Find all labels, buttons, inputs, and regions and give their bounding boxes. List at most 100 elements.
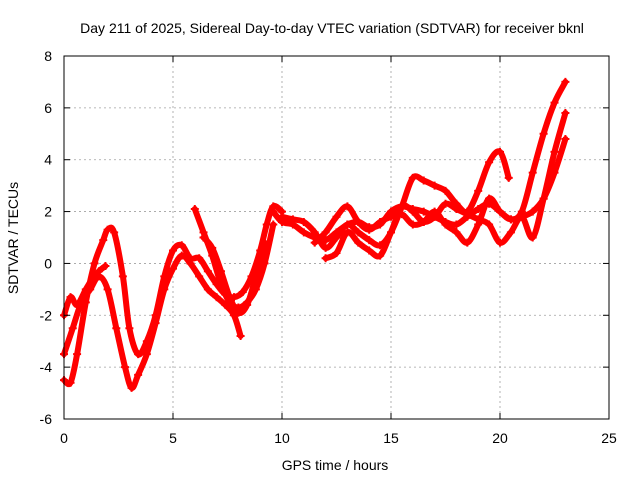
data-point-marker [528,168,537,177]
data-point-marker [234,308,243,317]
data-point-marker [169,264,177,273]
data-point-marker [387,228,395,237]
data-point-marker [225,293,234,302]
data-point-marker [238,287,247,296]
data-series [60,77,570,392]
data-point-marker [539,129,548,138]
satellite-track-1-line [61,202,285,388]
data-point-marker [208,243,217,252]
data-point-marker [441,186,450,195]
data-point-marker [452,220,461,229]
data-point-marker [506,228,515,237]
data-point-marker [260,238,269,247]
data-point-marker [101,262,110,271]
data-point-marker [121,363,130,372]
data-point-marker [365,225,374,234]
data-point-marker [332,212,341,221]
plot-frame [63,55,610,420]
data-point-marker [278,212,286,221]
data-point-marker [88,274,97,283]
data-point-marker [463,210,472,219]
data-point-marker [125,324,134,333]
data-point-marker [528,233,537,242]
data-point-marker [243,300,252,309]
data-point-marker [94,267,103,276]
data-point-marker [103,285,112,294]
data-point-marker [354,238,363,247]
data-point-marker [118,272,127,281]
y-tick-label: 0 [44,255,52,271]
data-point-marker [561,134,570,143]
data-point-marker [550,147,559,156]
data-point-marker [251,272,260,281]
data-point-marker [354,217,363,226]
data-point-marker [474,186,483,195]
data-point-marker [528,207,537,216]
x-axis-label: GPS time / hours [282,457,389,473]
data-point-marker [288,215,297,224]
data-point-marker [269,220,278,229]
data-point-marker [134,370,143,379]
data-point-marker [343,202,352,211]
y-tick-label: -6 [40,411,53,427]
data-point-marker [365,246,374,255]
data-point-marker [310,228,319,237]
data-point-marker [485,220,494,229]
data-point-marker [177,251,186,260]
data-point-marker [110,228,119,237]
data-point-marker [203,267,212,276]
y-tick-label: 6 [44,100,52,116]
x-tick-label: 15 [383,430,399,446]
data-point-marker [419,207,428,216]
data-point-marker [169,246,177,255]
data-point-marker [332,233,341,242]
data-point-marker [452,204,461,213]
data-point-marker [310,238,319,247]
data-point-marker [190,204,199,213]
y-tick-label: 8 [44,48,52,64]
x-tick-label: 25 [601,430,617,446]
data-point-marker [474,215,483,224]
data-point-marker [504,173,513,182]
x-tick-label: 5 [169,430,177,446]
data-point-marker [321,254,330,263]
data-point-marker [103,225,112,234]
data-point-marker [496,207,504,216]
data-point-marker [195,254,204,263]
data-point-marker [321,228,330,237]
data-point-marker [199,233,208,242]
data-point-marker [550,98,559,107]
data-point-marker [177,241,186,250]
data-point-marker [463,238,472,247]
y-axis-label: SDTVAR / TECUs [5,182,21,294]
data-point-marker [430,181,439,190]
data-point-marker [506,215,515,224]
data-point-marker [408,220,417,229]
data-point-marker [151,319,160,328]
data-point-marker [216,267,225,276]
data-point-marker [73,350,82,359]
satellite-track-8-line [311,78,569,246]
data-point-marker [236,332,245,341]
data-point-marker [343,220,352,229]
data-point-marker [66,378,75,387]
y-tick-label: -2 [40,307,53,323]
data-point-marker [99,236,108,245]
data-point-marker [127,383,136,392]
data-point-marker [299,217,308,226]
data-point-marker [561,77,570,86]
data-point-marker [376,217,385,226]
y-tick-label: -4 [40,359,53,375]
data-point-marker [419,217,428,226]
satellite-track-2-line [61,252,244,391]
x-tick-label: 20 [492,430,508,446]
data-point-marker [186,259,195,268]
y-tick-label: 2 [44,204,52,220]
data-point-marker [66,293,75,302]
data-point-marker [408,207,417,216]
data-point-marker [496,147,504,156]
data-point-marker [343,228,352,237]
data-point-marker [269,207,278,216]
x-tick-label: 10 [274,430,290,446]
